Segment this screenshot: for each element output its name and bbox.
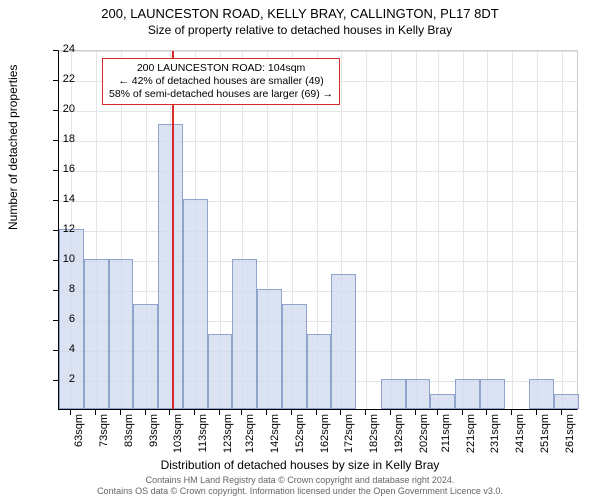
- histogram-bar: [307, 334, 332, 409]
- y-tick-label: 4: [45, 343, 75, 355]
- histogram-bar: [158, 124, 183, 409]
- annotation-line-1: 200 LAUNCESTON ROAD: 104sqm: [109, 62, 333, 75]
- y-tick-label: 22: [45, 73, 75, 85]
- annotation-line-2: ← 42% of detached houses are smaller (49…: [109, 75, 333, 88]
- histogram-bar: [133, 304, 158, 409]
- y-tick-label: 18: [45, 133, 75, 145]
- histogram-bar: [257, 289, 282, 409]
- chart-title-line2: Size of property relative to detached ho…: [0, 21, 600, 37]
- histogram-bar: [381, 379, 406, 409]
- histogram-bar: [480, 379, 505, 409]
- histogram-bar: [554, 394, 579, 409]
- histogram-bar: [208, 334, 233, 409]
- y-tick-label: 12: [45, 223, 75, 235]
- histogram-bar: [232, 259, 257, 409]
- y-tick-label: 6: [45, 313, 75, 325]
- x-axis-label: Distribution of detached houses by size …: [0, 458, 600, 472]
- annotation-line-3: 58% of semi-detached houses are larger (…: [109, 88, 333, 101]
- annotation-box: 200 LAUNCESTON ROAD: 104sqm ← 42% of det…: [102, 58, 340, 105]
- y-tick-label: 20: [45, 103, 75, 115]
- histogram-bar: [430, 394, 455, 409]
- y-tick-label: 10: [45, 253, 75, 265]
- y-tick-label: 2: [45, 373, 75, 385]
- footer-line-2: Contains OS data © Crown copyright. Info…: [0, 486, 600, 497]
- histogram-bar: [183, 199, 208, 409]
- chart-container: 200, LAUNCESTON ROAD, KELLY BRAY, CALLIN…: [0, 0, 600, 500]
- footer-attribution: Contains HM Land Registry data © Crown c…: [0, 475, 600, 497]
- y-axis-label: Number of detached properties: [6, 65, 20, 230]
- histogram-bar: [529, 379, 554, 409]
- histogram-bar: [455, 379, 480, 409]
- footer-line-1: Contains HM Land Registry data © Crown c…: [0, 475, 600, 486]
- histogram-bar: [84, 259, 109, 409]
- chart-title-line1: 200, LAUNCESTON ROAD, KELLY BRAY, CALLIN…: [0, 0, 600, 21]
- histogram-bar: [109, 259, 134, 409]
- y-tick-label: 16: [45, 163, 75, 175]
- histogram-bar: [406, 379, 431, 409]
- histogram-bar: [331, 274, 356, 409]
- y-tick-label: 14: [45, 193, 75, 205]
- y-tick-label: 8: [45, 283, 75, 295]
- histogram-bar: [282, 304, 307, 409]
- y-tick-label: 24: [45, 43, 75, 55]
